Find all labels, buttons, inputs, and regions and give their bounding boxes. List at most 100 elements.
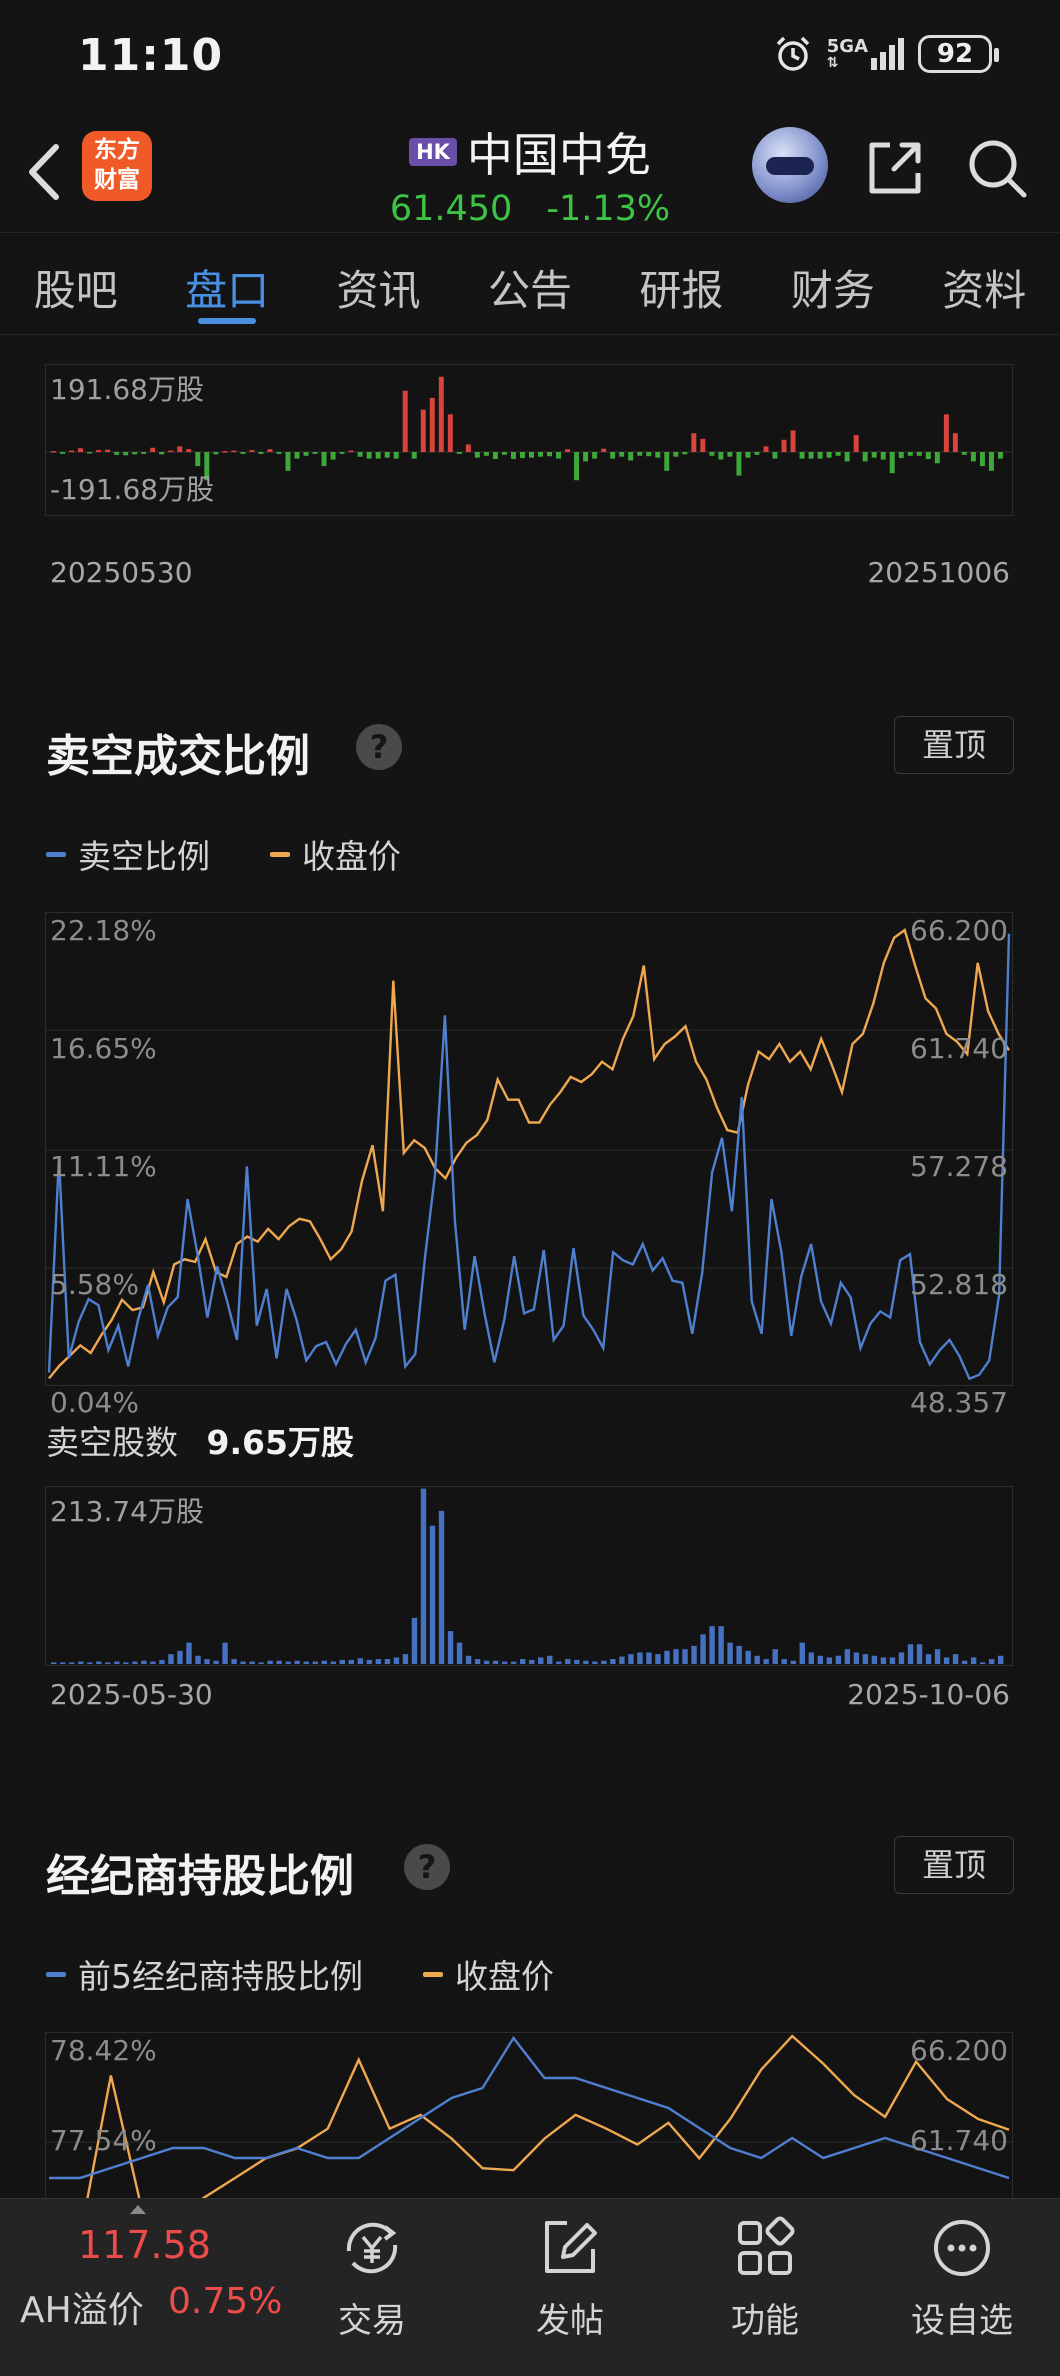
nav-functions-label: 功能 [731, 2301, 799, 2341]
net-volume-bar [519, 452, 525, 459]
net-volume-bar [853, 435, 859, 452]
eastmoney-logo[interactable]: 东方 财富 [82, 131, 152, 201]
net-volume-bar [402, 390, 408, 452]
status-bar: 11:10 5GA ⇅ 92 [0, 0, 1060, 115]
short-shares-bar [285, 1661, 291, 1664]
tab-3[interactable]: 公告 [487, 266, 572, 315]
short-shares-bar [213, 1660, 219, 1664]
nav-add-watchlist[interactable]: 设自选 [892, 2213, 1032, 2342]
expand-caret-icon [130, 2205, 146, 2214]
net-volume-bar [384, 452, 390, 458]
net-volume-bar [276, 452, 282, 454]
short-ratio-lines [45, 928, 1013, 1381]
net-volume-bar [637, 452, 643, 456]
short-shares-bar [483, 1660, 490, 1664]
net-volume-bar [583, 452, 589, 462]
short-left-axis-label: 11.11% [50, 1150, 157, 1183]
net-volume-bar [817, 452, 823, 459]
short-shares-bar [123, 1662, 129, 1664]
short-shares-max: 213.74万股 [50, 1495, 204, 1528]
short-shares-bar [700, 1634, 706, 1664]
short-shares-bar [835, 1655, 842, 1664]
net-volume-bar [799, 452, 805, 459]
short-shares-bar [168, 1654, 174, 1664]
net-volume-bar [429, 397, 435, 452]
short-shares-bar [195, 1655, 201, 1664]
short-shares-bar [556, 1661, 562, 1664]
legend-broker-close-price[interactable]: 收盘价 [423, 1950, 554, 1998]
tab-6[interactable]: 资料 [942, 266, 1027, 315]
short-shares-bar [87, 1662, 93, 1664]
short-shares-bar [970, 1657, 977, 1664]
short-shares-bar [808, 1652, 814, 1664]
net-volume-bar [87, 452, 93, 454]
short-shares-bar [772, 1649, 778, 1664]
legend-short-ratio[interactable]: 卖空比例 [46, 830, 210, 878]
stock-title-row[interactable]: HK 中国中免 [409, 119, 651, 185]
broker-right-axis-label: 66.200 [910, 2034, 1008, 2067]
net-volume-bar [709, 452, 715, 456]
short-shares-bar [619, 1656, 625, 1664]
short-ratio-help-icon[interactable]: ? [356, 724, 402, 770]
net-volume-bar [547, 452, 552, 457]
short-shares-bar [880, 1657, 887, 1664]
short-shares-end-date: 2025-10-06 [847, 1678, 1010, 1711]
close-price-line [48, 928, 1011, 1380]
back-arrow-icon[interactable] [20, 137, 68, 207]
short-shares-bar [709, 1626, 715, 1664]
ai-assistant-icon[interactable] [752, 127, 828, 203]
nav-post[interactable]: 发帖 [500, 2213, 640, 2342]
net-volume-bar [411, 452, 417, 459]
short-shares-bar [60, 1662, 66, 1664]
net-volume-bar [691, 433, 697, 452]
net-volume-bar [664, 452, 670, 471]
short-shares-bar [141, 1660, 147, 1664]
short-shares-bar [889, 1657, 896, 1664]
net-volume-bar [186, 449, 192, 452]
net-volume-bar [646, 452, 652, 457]
short-shares-bar [907, 1644, 914, 1664]
short-shares-bar [339, 1659, 346, 1664]
short-shares-bar [646, 1652, 652, 1664]
tab-0[interactable]: 股吧 [33, 266, 118, 315]
short-shares-bar [501, 1661, 508, 1664]
ah-percent: 0.75% [168, 2281, 283, 2322]
short-shares-bar [186, 1642, 192, 1664]
stock-header: 东方 财富 HK 中国中免 61.450 -1.13% [0, 115, 1060, 233]
net-volume-bar [456, 452, 462, 454]
net-volume-bar [447, 414, 453, 452]
net-volume-bar [988, 452, 994, 471]
nav-trade[interactable]: 交易 [302, 2213, 442, 2342]
ah-premium[interactable]: 117.58 AH溢价 0.75% [0, 2199, 300, 2376]
tab-2[interactable]: 资讯 [336, 266, 421, 315]
net-volume-bar [718, 452, 724, 460]
net-volume-bar [781, 439, 787, 452]
short-right-axis-label: 66.200 [910, 914, 1008, 947]
share-icon[interactable] [862, 135, 928, 201]
broker-left-axis-label: 78.42% [50, 2034, 157, 2067]
legend-broker-ratio[interactable]: 前5经纪商持股比例 [46, 1950, 363, 1998]
short-shares-bar [961, 1660, 968, 1664]
broker-ratio-help-icon[interactable]: ? [404, 1844, 450, 1890]
net-volume-bar [294, 452, 300, 459]
tab-4[interactable]: 研报 [639, 266, 724, 315]
short-ratio-pin-button[interactable]: 置顶 [894, 716, 1014, 774]
broker-ratio-title: 经纪商持股比例 [46, 1851, 354, 1902]
tab-5[interactable]: 财务 [790, 266, 875, 315]
short-shares-bar [276, 1660, 282, 1664]
net-volume-bar [889, 452, 895, 474]
legend-close-price[interactable]: 收盘价 [270, 830, 401, 878]
nav-functions[interactable]: 功能 [695, 2213, 835, 2342]
search-icon[interactable] [964, 135, 1030, 201]
current-price: 61.450 [389, 189, 513, 229]
broker-ratio-pin-button[interactable]: 置顶 [894, 1836, 1014, 1894]
short-shares-value: 9.65万股 [206, 1423, 354, 1462]
tab-1[interactable]: 盘口 [151, 235, 302, 334]
signal-icon: 5GA ⇅ [827, 38, 904, 70]
short-shares-bar [997, 1655, 1004, 1664]
short-shares-bar [529, 1659, 535, 1664]
network-type: 5GA [826, 36, 868, 57]
short-shares-bar [429, 1525, 436, 1664]
short-shares-bar [862, 1654, 869, 1664]
short-shares-bar [294, 1660, 300, 1664]
